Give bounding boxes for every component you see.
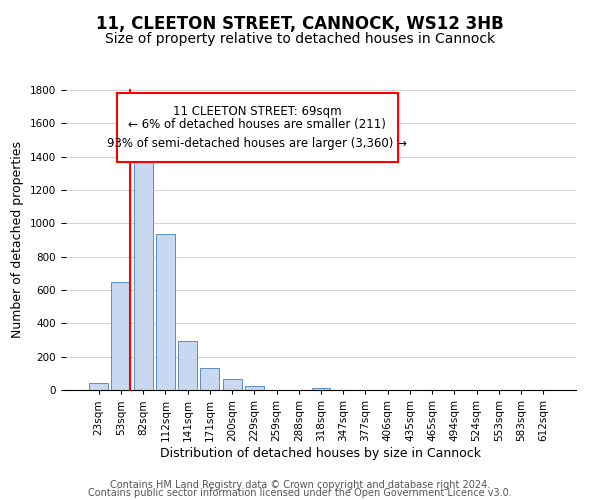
- Bar: [223, 379, 242, 390]
- FancyBboxPatch shape: [117, 93, 398, 162]
- Text: Contains public sector information licensed under the Open Government Licence v3: Contains public sector information licen…: [88, 488, 512, 498]
- X-axis label: Distribution of detached houses by size in Cannock: Distribution of detached houses by size …: [161, 446, 482, 460]
- Bar: [200, 368, 219, 390]
- Text: 11 CLEETON STREET: 69sqm: 11 CLEETON STREET: 69sqm: [173, 106, 341, 118]
- Text: Contains HM Land Registry data © Crown copyright and database right 2024.: Contains HM Land Registry data © Crown c…: [110, 480, 490, 490]
- Bar: [112, 282, 130, 390]
- Text: 93% of semi-detached houses are larger (3,360) →: 93% of semi-detached houses are larger (…: [107, 136, 407, 149]
- Bar: [245, 386, 264, 390]
- Bar: [178, 341, 197, 390]
- Bar: [89, 384, 108, 390]
- Text: 11, CLEETON STREET, CANNOCK, WS12 3HB: 11, CLEETON STREET, CANNOCK, WS12 3HB: [96, 15, 504, 33]
- Bar: [311, 388, 331, 390]
- Text: ← 6% of detached houses are smaller (211): ← 6% of detached houses are smaller (211…: [128, 118, 386, 130]
- Y-axis label: Number of detached properties: Number of detached properties: [11, 142, 25, 338]
- Text: Size of property relative to detached houses in Cannock: Size of property relative to detached ho…: [105, 32, 495, 46]
- Bar: [156, 234, 175, 390]
- Bar: [134, 145, 152, 390]
